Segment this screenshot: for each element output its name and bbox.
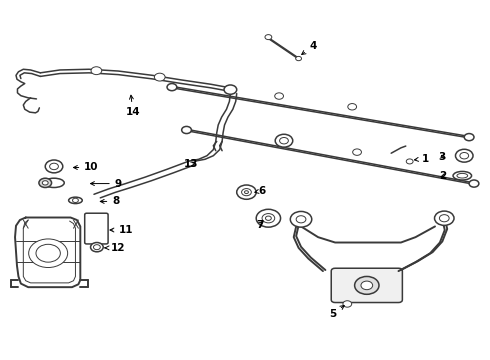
Text: 14: 14 bbox=[125, 95, 140, 117]
Circle shape bbox=[91, 67, 102, 75]
Ellipse shape bbox=[69, 197, 82, 203]
Circle shape bbox=[94, 245, 100, 249]
Circle shape bbox=[290, 211, 312, 227]
Circle shape bbox=[296, 216, 306, 223]
Text: 7: 7 bbox=[256, 220, 263, 230]
Circle shape bbox=[39, 178, 51, 188]
Circle shape bbox=[440, 215, 449, 222]
Ellipse shape bbox=[457, 174, 467, 178]
Circle shape bbox=[49, 163, 58, 170]
Text: 13: 13 bbox=[184, 159, 198, 169]
Circle shape bbox=[295, 57, 301, 61]
Ellipse shape bbox=[44, 178, 64, 188]
Text: 11: 11 bbox=[110, 225, 133, 235]
FancyBboxPatch shape bbox=[85, 213, 108, 244]
Text: 9: 9 bbox=[91, 179, 122, 189]
Circle shape bbox=[36, 244, 60, 262]
Text: 5: 5 bbox=[329, 306, 344, 319]
FancyBboxPatch shape bbox=[331, 268, 402, 302]
Circle shape bbox=[460, 153, 468, 159]
Circle shape bbox=[42, 181, 48, 185]
Circle shape bbox=[343, 301, 352, 307]
Circle shape bbox=[73, 198, 78, 203]
Circle shape bbox=[262, 213, 275, 223]
Circle shape bbox=[348, 104, 357, 110]
Circle shape bbox=[435, 211, 454, 225]
Text: 10: 10 bbox=[74, 162, 99, 172]
Text: 2: 2 bbox=[439, 171, 446, 181]
Text: 1: 1 bbox=[415, 154, 429, 163]
Circle shape bbox=[355, 276, 379, 294]
Circle shape bbox=[154, 73, 165, 81]
Circle shape bbox=[469, 180, 479, 187]
Text: 6: 6 bbox=[255, 186, 266, 196]
Circle shape bbox=[224, 85, 237, 94]
Circle shape bbox=[406, 159, 413, 164]
Ellipse shape bbox=[453, 171, 471, 180]
Circle shape bbox=[256, 209, 281, 227]
Circle shape bbox=[242, 189, 251, 196]
Circle shape bbox=[29, 239, 68, 267]
Circle shape bbox=[237, 185, 256, 199]
Circle shape bbox=[245, 191, 248, 194]
Text: 12: 12 bbox=[105, 243, 125, 253]
Text: 8: 8 bbox=[100, 197, 120, 206]
Circle shape bbox=[280, 138, 288, 144]
Circle shape bbox=[265, 35, 272, 40]
Circle shape bbox=[275, 93, 284, 99]
Circle shape bbox=[45, 160, 63, 173]
Circle shape bbox=[464, 134, 474, 141]
Circle shape bbox=[456, 149, 473, 162]
Text: 3: 3 bbox=[439, 152, 446, 162]
Circle shape bbox=[266, 216, 271, 220]
Circle shape bbox=[91, 243, 103, 252]
Circle shape bbox=[353, 149, 362, 156]
Circle shape bbox=[167, 84, 177, 91]
Circle shape bbox=[361, 281, 373, 290]
Text: 4: 4 bbox=[302, 41, 317, 54]
Circle shape bbox=[275, 134, 293, 147]
Circle shape bbox=[182, 126, 192, 134]
